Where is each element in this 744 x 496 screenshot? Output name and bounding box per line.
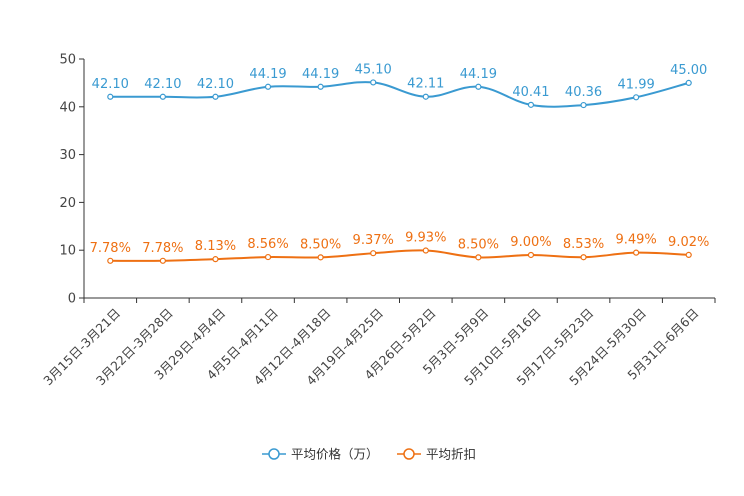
data-label: 8.56% bbox=[247, 237, 288, 252]
data-point bbox=[370, 250, 377, 257]
data-label: 42.10 bbox=[92, 77, 129, 92]
data-point bbox=[685, 251, 692, 258]
y-tick-label: 50 bbox=[59, 53, 76, 68]
data-label: 8.50% bbox=[300, 237, 341, 252]
y-tick-label: 30 bbox=[59, 148, 76, 163]
data-point bbox=[107, 257, 114, 264]
data-point bbox=[317, 254, 324, 261]
series-avg-discount: 7.78% 7.78% 8.13% 8.56% 8.50% 9.37% 9.93% 8.50%… bbox=[90, 231, 709, 264]
data-label: 44.19 bbox=[460, 67, 497, 82]
y-tick-label: 0 bbox=[68, 292, 76, 307]
legend-item-avg-price[interactable]: 平均价格（万） bbox=[262, 447, 379, 462]
y-tick-label: 20 bbox=[59, 196, 76, 211]
data-point bbox=[422, 247, 429, 254]
legend-label: 平均价格（万） bbox=[291, 447, 379, 462]
data-point bbox=[580, 254, 587, 261]
data-label: 8.50% bbox=[458, 237, 499, 252]
data-point bbox=[107, 93, 114, 100]
data-point bbox=[475, 254, 482, 261]
data-point bbox=[527, 251, 535, 259]
data-point bbox=[212, 93, 219, 100]
y-tick-label: 40 bbox=[59, 100, 76, 115]
data-point bbox=[580, 101, 587, 109]
data-label: 9.49% bbox=[615, 233, 656, 248]
data-label: 7.78% bbox=[90, 241, 131, 256]
legend-marker-icon bbox=[268, 448, 280, 460]
series-avg-price: 42.10 42.10 42.10 44.19 44.19 45.10 42.11 44.19… bbox=[92, 62, 707, 109]
data-point bbox=[317, 83, 324, 90]
data-label: 42.10 bbox=[197, 77, 234, 92]
data-label: 40.41 bbox=[512, 85, 549, 100]
data-label: 41.99 bbox=[618, 77, 655, 92]
data-label: 9.02% bbox=[668, 235, 709, 250]
data-label: 44.19 bbox=[302, 67, 339, 82]
data-point bbox=[422, 93, 429, 100]
series-layer: 42.10 42.10 42.10 44.19 44.19 45.10 42.11 44.19… bbox=[90, 62, 709, 264]
series-line bbox=[110, 81, 689, 108]
data-point bbox=[212, 256, 219, 263]
data-point bbox=[685, 79, 692, 87]
data-label: 44.19 bbox=[249, 67, 286, 82]
data-label: 8.13% bbox=[195, 239, 236, 254]
axes: 010203040503月15日-3月21日3月22日-3月28日3月29日-4… bbox=[40, 53, 716, 388]
data-label: 9.93% bbox=[405, 231, 446, 246]
legend-label: 平均折扣 bbox=[426, 447, 476, 462]
data-label: 45.00 bbox=[670, 63, 707, 78]
data-point bbox=[527, 101, 535, 108]
data-label: 9.00% bbox=[510, 235, 551, 250]
legend[interactable]: 平均价格（万） 平均折扣 bbox=[262, 447, 476, 462]
data-label: 7.78% bbox=[142, 241, 183, 256]
data-point bbox=[264, 83, 272, 90]
data-label: 9.37% bbox=[353, 233, 394, 248]
data-label: 8.53% bbox=[563, 237, 604, 252]
data-point bbox=[159, 257, 166, 264]
data-point bbox=[159, 93, 166, 100]
data-label: 42.10 bbox=[144, 77, 181, 92]
y-tick-label: 10 bbox=[59, 244, 76, 259]
data-label: 40.36 bbox=[565, 85, 602, 100]
data-point bbox=[370, 79, 377, 86]
series-line bbox=[110, 249, 689, 262]
data-label: 42.11 bbox=[407, 77, 444, 92]
data-point bbox=[633, 94, 640, 101]
data-point bbox=[633, 249, 640, 256]
data-point bbox=[475, 83, 482, 90]
legend-marker-icon bbox=[403, 448, 415, 460]
data-point bbox=[264, 253, 272, 261]
legend-item-avg-discount[interactable]: 平均折扣 bbox=[397, 447, 476, 462]
data-label: 45.10 bbox=[355, 62, 392, 77]
